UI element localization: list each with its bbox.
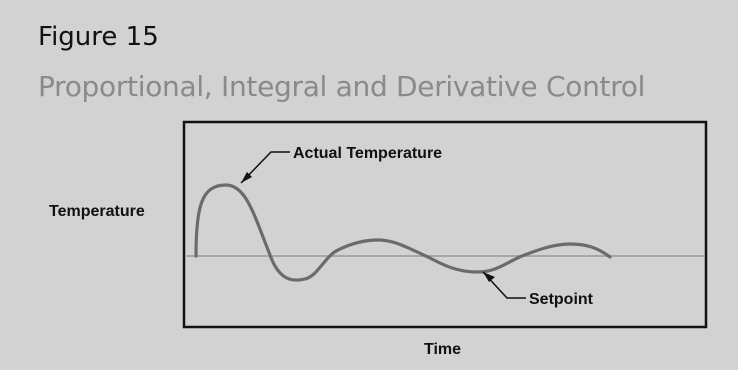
- plot-frame: [182, 120, 708, 329]
- setpoint-arrowhead: [483, 272, 495, 282]
- actual-temperature-curve: [194, 183, 612, 282]
- x-axis-label: Time: [424, 341, 462, 358]
- actual-temperature-leader: [240, 151, 290, 184]
- y-axis-label: Temperature: [49, 203, 145, 220]
- setpoint-leader: [482, 271, 526, 299]
- figure-title: Proportional, Integral and Derivative Co…: [38, 70, 646, 103]
- figure-number: Figure 15: [38, 22, 159, 52]
- figure-panel: Figure 15 Proportional, Integral and Der…: [0, 0, 738, 370]
- actual-temperature-label: Actual Temperature: [293, 145, 442, 162]
- control-diagram: Actual Temperature Setpoint: [182, 120, 708, 329]
- setpoint-label: Setpoint: [529, 291, 594, 308]
- actual-temperature-arrowhead: [241, 172, 252, 183]
